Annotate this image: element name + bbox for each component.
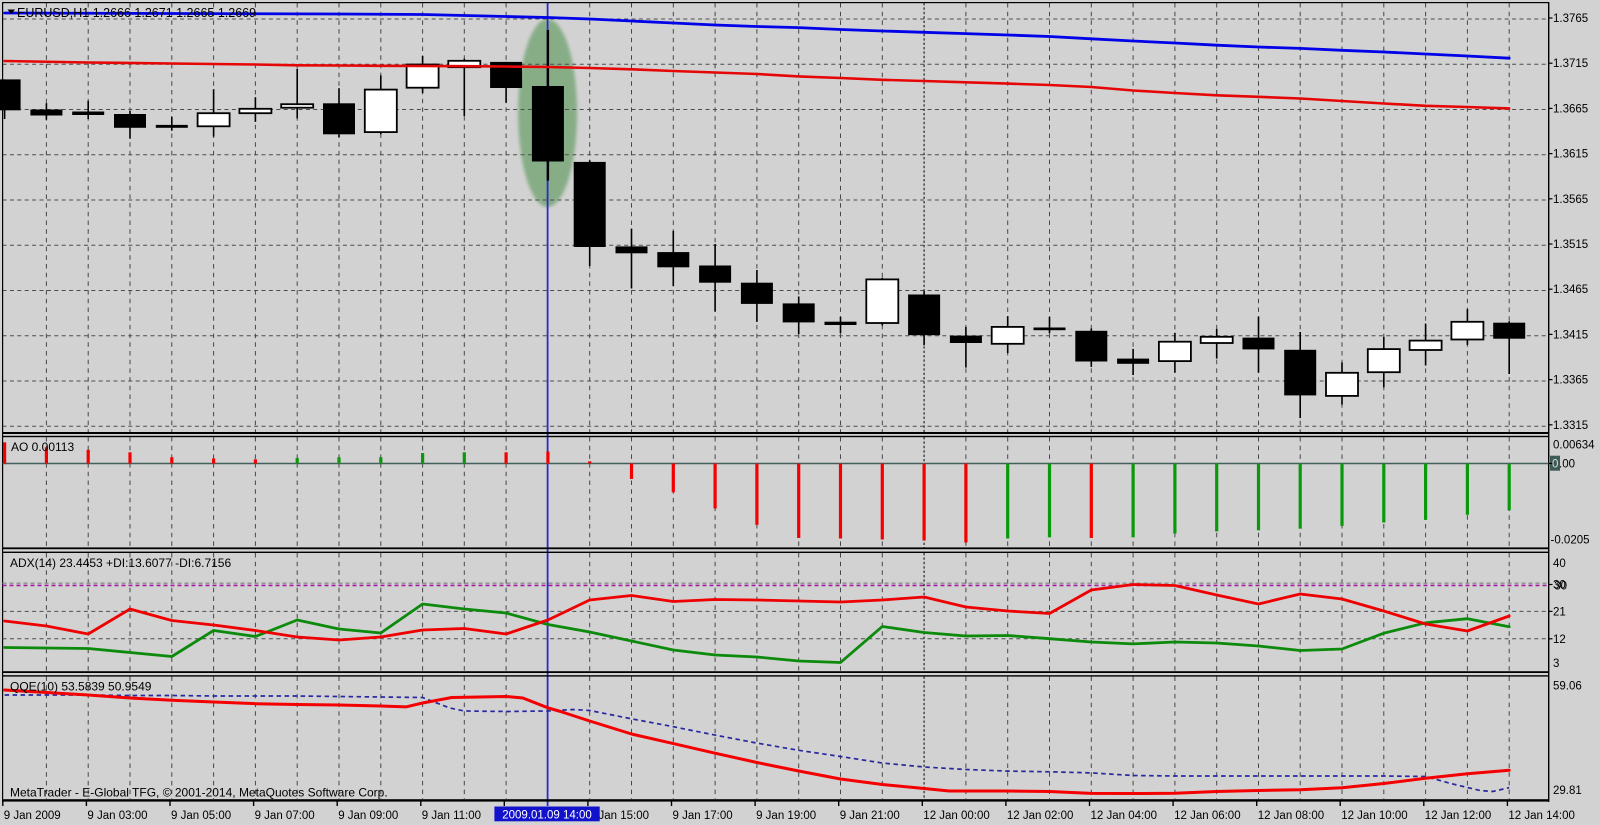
svg-text:9 Jan 2009: 9 Jan 2009 (4, 810, 61, 822)
svg-text:12 Jan 06:00: 12 Jan 06:00 (1174, 810, 1241, 822)
svg-text:12 Jan 14:00: 12 Jan 14:00 (1508, 810, 1575, 822)
svg-text:0.00634: 0.00634 (1553, 440, 1595, 452)
svg-text:12 Jan 04:00: 12 Jan 04:00 (1091, 810, 1158, 822)
svg-text:12 Jan 00:00: 12 Jan 00:00 (923, 810, 990, 822)
svg-text:9 Jan 09:00: 9 Jan 09:00 (338, 810, 398, 822)
svg-text:ADX(14) 23.4453 +DI:13.6077 -D: ADX(14) 23.4453 +DI:13.6077 -DI:6.7156 (10, 556, 231, 570)
svg-text:12 Jan 10:00: 12 Jan 10:00 (1341, 810, 1408, 822)
svg-text:AO 0.00113: AO 0.00113 (11, 440, 74, 454)
svg-text:9 Jan 15:00: 9 Jan 15:00 (589, 810, 649, 822)
svg-text:1.3515: 1.3515 (1553, 239, 1588, 251)
svg-text:1.3665: 1.3665 (1553, 103, 1588, 115)
svg-text:-0.0205: -0.0205 (1551, 534, 1590, 546)
svg-text:9 Jan 19:00: 9 Jan 19:00 (756, 810, 816, 822)
svg-text:12: 12 (1553, 634, 1566, 646)
svg-text:9 Jan 07:00: 9 Jan 07:00 (255, 810, 315, 822)
svg-text:1.3465: 1.3465 (1553, 284, 1588, 296)
svg-text:1.3715: 1.3715 (1553, 58, 1588, 70)
svg-text:2009.01.09 14:00: 2009.01.09 14:00 (502, 810, 592, 822)
svg-text:1.3565: 1.3565 (1553, 194, 1588, 206)
svg-text:29.81: 29.81 (1553, 785, 1582, 797)
svg-text:30: 30 (1553, 580, 1566, 592)
svg-text:1.3415: 1.3415 (1553, 329, 1588, 341)
svg-text:3: 3 (1553, 658, 1559, 670)
svg-text:1.3615: 1.3615 (1553, 149, 1588, 161)
svg-text:12 Jan 12:00: 12 Jan 12:00 (1425, 810, 1492, 822)
svg-text:9 Jan 03:00: 9 Jan 03:00 (87, 810, 147, 822)
svg-text:9 Jan 17:00: 9 Jan 17:00 (673, 810, 733, 822)
svg-text:0: 0 (1552, 459, 1558, 471)
svg-text:9 Jan 05:00: 9 Jan 05:00 (171, 810, 231, 822)
svg-text:9 Jan 11:00: 9 Jan 11:00 (422, 810, 481, 822)
svg-text:12 Jan 02:00: 12 Jan 02:00 (1007, 810, 1074, 822)
svg-text:9 Jan 21:00: 9 Jan 21:00 (840, 810, 900, 822)
svg-text:1.3315: 1.3315 (1553, 420, 1588, 432)
svg-text:MetaTrader - E-Global TFG, © 2: MetaTrader - E-Global TFG, © 2001-2014, … (10, 786, 388, 800)
svg-text:21: 21 (1553, 606, 1566, 618)
svg-text:QQE(10) 53.5839 50.9549: QQE(10) 53.5839 50.9549 (10, 680, 152, 694)
svg-text:1.3365: 1.3365 (1553, 375, 1588, 387)
svg-text:12 Jan 08:00: 12 Jan 08:00 (1258, 810, 1325, 822)
svg-text:EURUSD,H1 1.2666 1.2671 1.266: EURUSD,H1 1.2666 1.2671 1.2665 1.2669 (17, 6, 256, 20)
svg-text:59.06: 59.06 (1553, 680, 1582, 692)
svg-text:1.3765: 1.3765 (1553, 13, 1588, 25)
svg-text:.00: .00 (1559, 459, 1575, 471)
svg-text:40: 40 (1553, 558, 1566, 570)
svg-text:30: 30 (1554, 581, 1567, 593)
